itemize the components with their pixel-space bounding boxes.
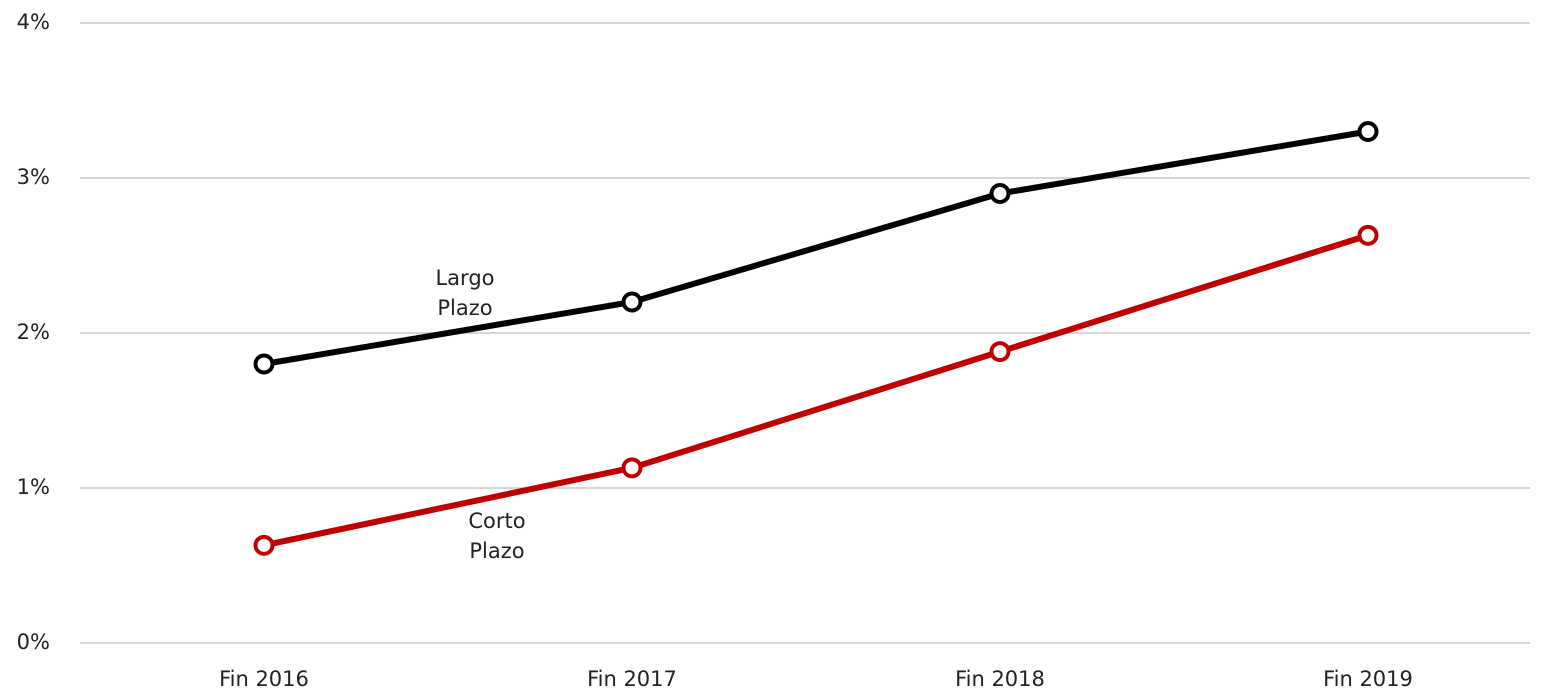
- y-tick-label: 3%: [17, 165, 50, 189]
- series-line: [263, 232, 1369, 549]
- series-label: Largo Plazo: [435, 266, 495, 320]
- marker: [621, 457, 643, 479]
- marker: [253, 353, 275, 375]
- x-tick-label: Fin 2016: [219, 667, 309, 691]
- y-tick-label: 2%: [17, 320, 50, 344]
- marker: [989, 183, 1011, 204]
- x-tick-label: Fin 2018: [955, 667, 1045, 691]
- x-tick-label: Fin 2017: [587, 667, 677, 691]
- marker: [1357, 121, 1379, 142]
- y-tick-label: 1%: [17, 475, 50, 499]
- series-label: Corto Plazo: [468, 509, 526, 563]
- marker: [1357, 224, 1379, 246]
- y-tick-label: 4%: [17, 10, 50, 34]
- marker: [621, 291, 643, 313]
- y-tick-label: 0%: [17, 630, 50, 654]
- series-line: [263, 128, 1369, 367]
- marker: [253, 534, 275, 556]
- marker: [989, 341, 1011, 363]
- x-tick-label: Fin 2019: [1323, 667, 1413, 691]
